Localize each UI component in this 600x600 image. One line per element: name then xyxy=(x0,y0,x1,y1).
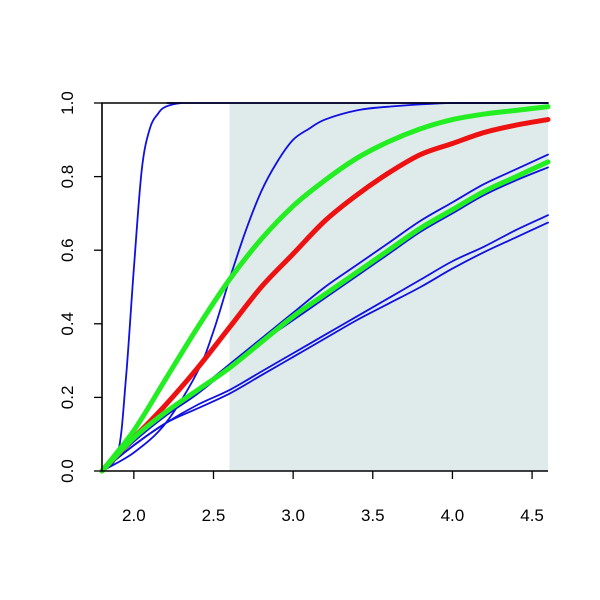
y-tick-label: 0.6 xyxy=(58,238,77,262)
y-tick-label: 0.8 xyxy=(58,165,77,189)
plot-area xyxy=(99,102,551,474)
x-tick-label: 3.5 xyxy=(361,506,385,525)
y-tick-label: 1.0 xyxy=(58,91,77,115)
shaded-region xyxy=(229,103,548,471)
plot-frame xyxy=(101,102,548,472)
series-line-2-blue xyxy=(101,102,549,472)
x-tick-label: 4.0 xyxy=(441,506,465,525)
series-line-7-green xyxy=(99,104,551,474)
y-tick-label: 0.2 xyxy=(58,386,77,410)
y-axis: 0.0 0.2 0.4 0.6 0.8 1.0 xyxy=(58,91,102,483)
series-line-6-blue xyxy=(101,221,549,472)
series-line-9-green xyxy=(99,159,551,474)
y-tick-label: 0.0 xyxy=(58,459,77,483)
x-axis: 2.0 2.5 3.0 3.5 4.0 4.5 xyxy=(122,471,544,525)
x-tick-label: 2.0 xyxy=(122,506,146,525)
series-line-4-blue xyxy=(101,166,549,472)
x-tick-label: 4.5 xyxy=(520,506,544,525)
series-layer xyxy=(99,102,551,474)
y-tick-label: 0.4 xyxy=(58,312,77,336)
x-tick-label: 2.5 xyxy=(202,506,226,525)
x-tick-label: 3.0 xyxy=(281,506,305,525)
series-line-8-red xyxy=(99,117,551,474)
